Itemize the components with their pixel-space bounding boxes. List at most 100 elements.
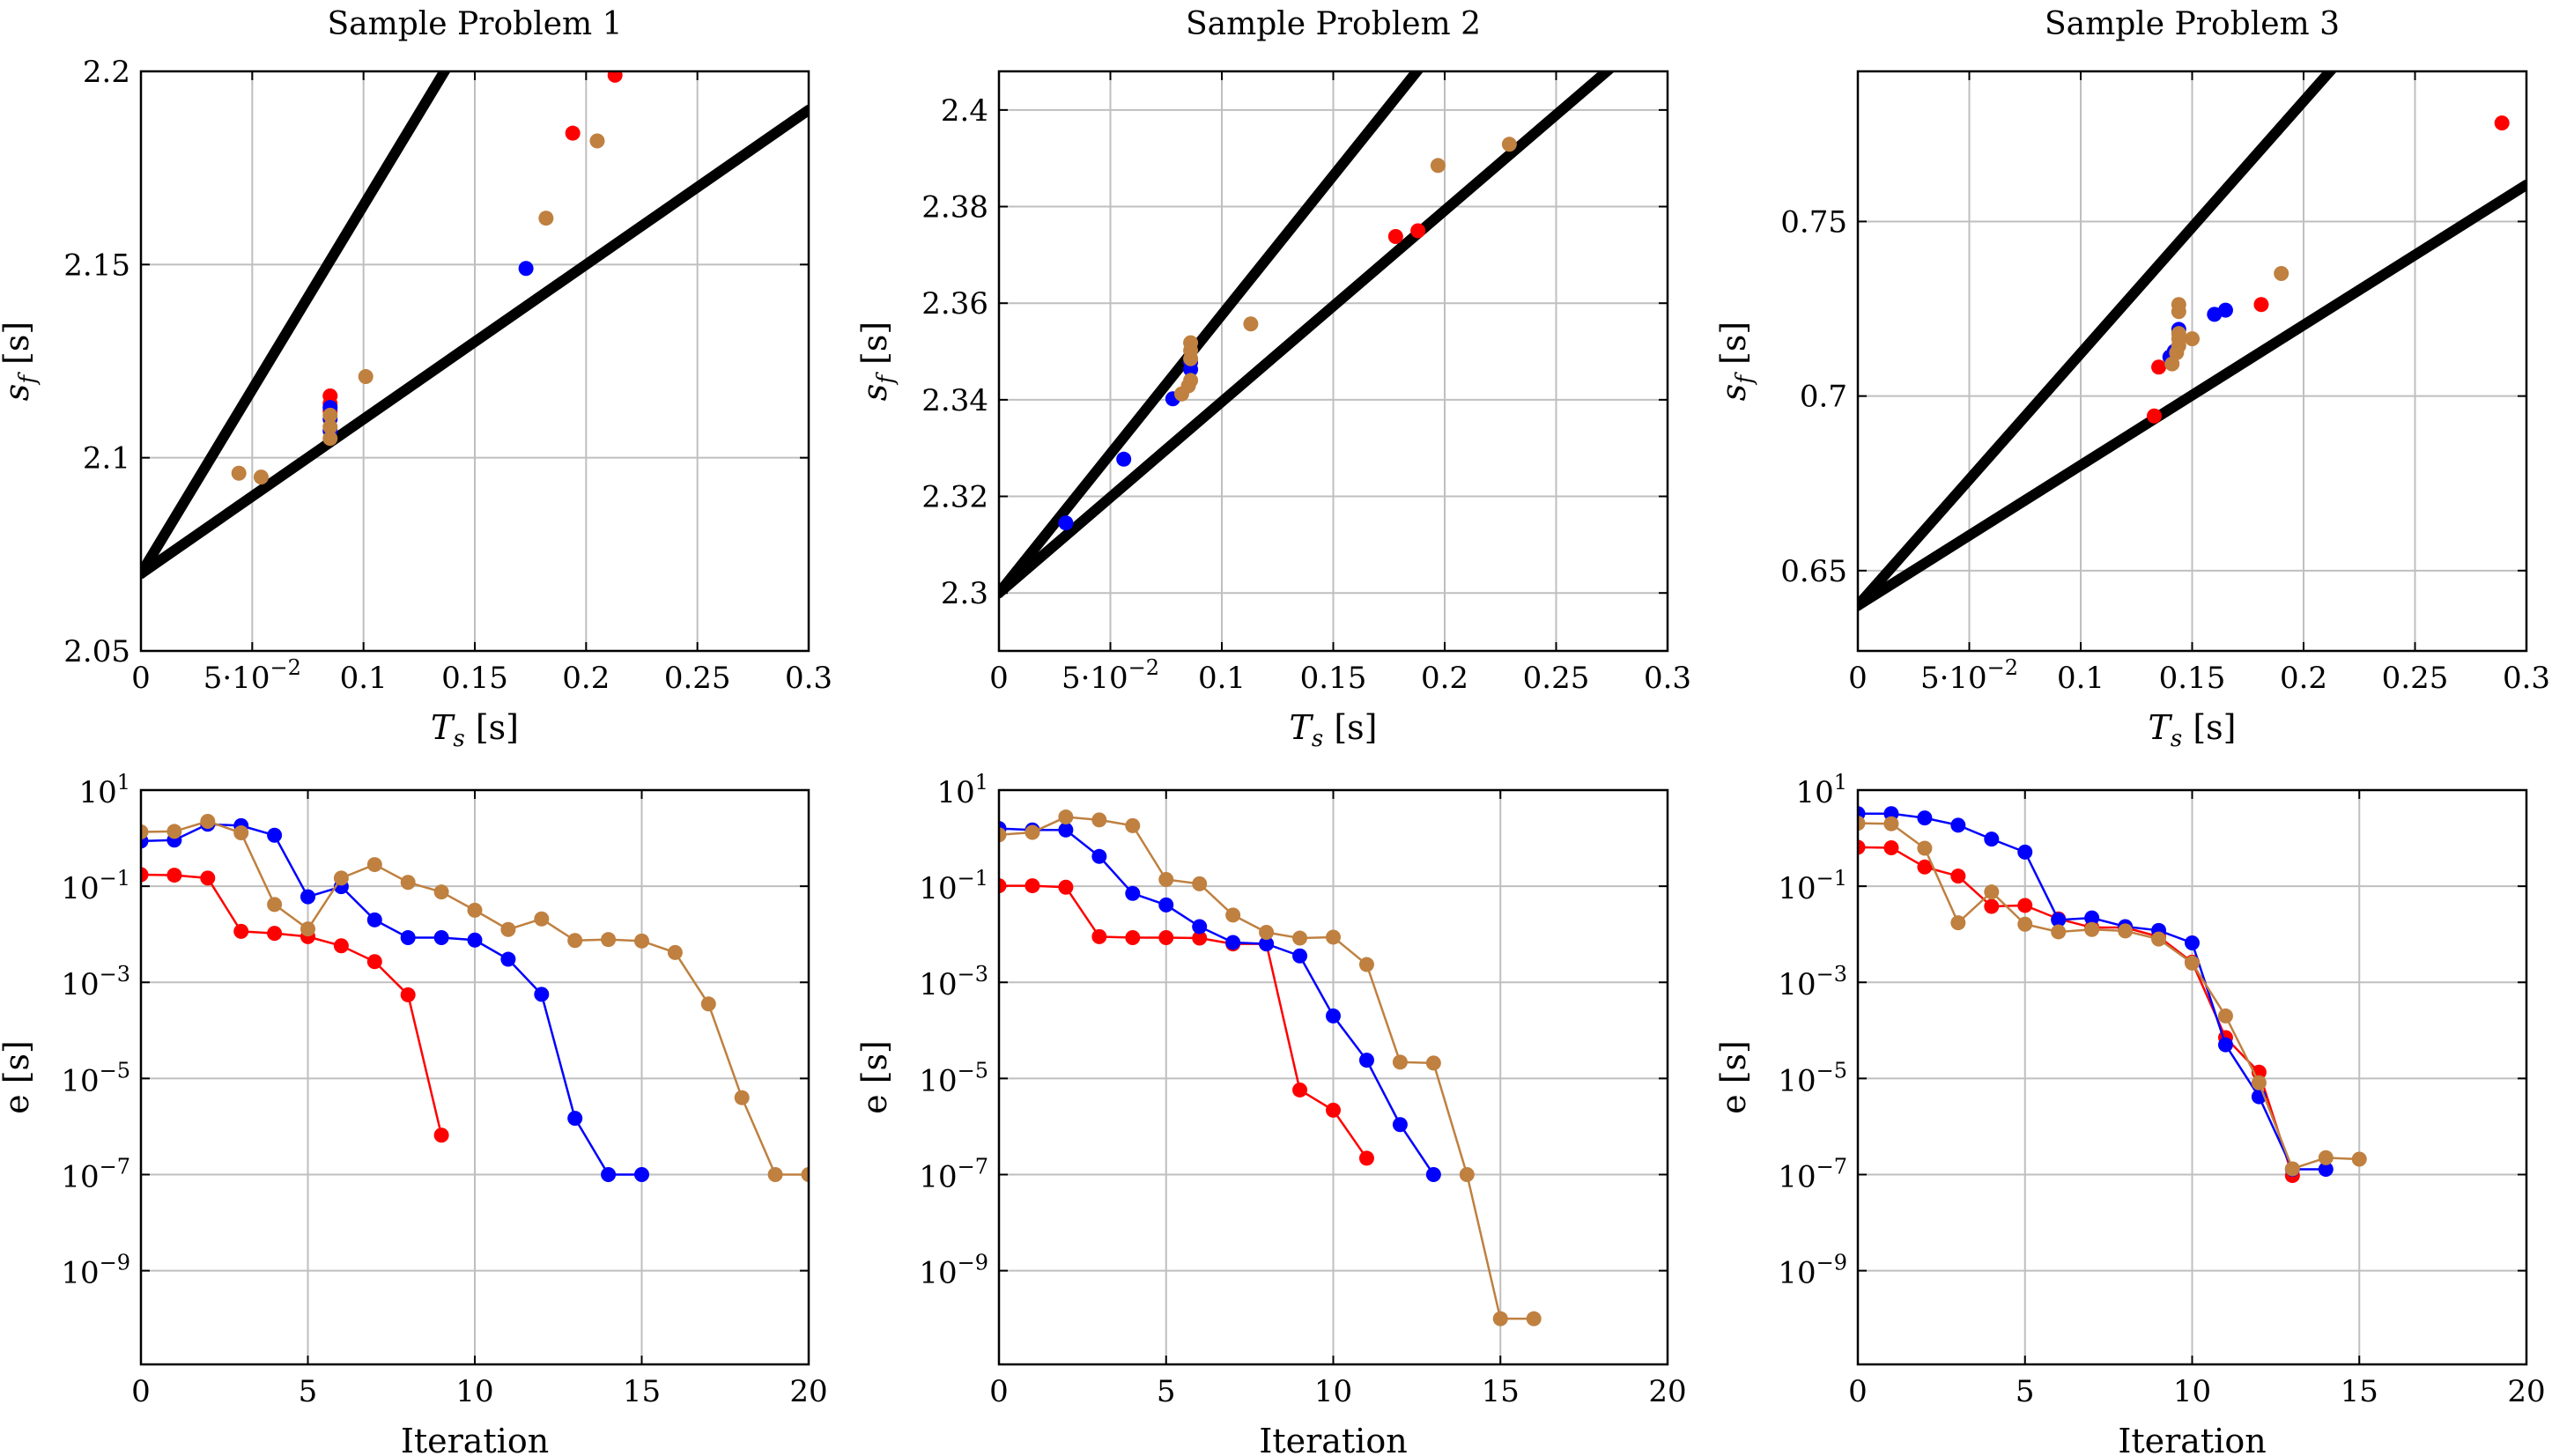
data-point-red <box>1192 930 1208 946</box>
data-point-brown <box>1192 876 1208 891</box>
data-point-brown <box>1858 816 1866 831</box>
bound-line <box>141 71 451 580</box>
data-point-blue <box>366 912 382 928</box>
plot-area <box>141 813 809 1182</box>
data-point-brown <box>166 824 182 839</box>
data-point-blue <box>601 1166 617 1182</box>
data-point-brown <box>1392 1054 1408 1070</box>
p2-convergence-chart: 0 5 10 15 20 101 10−1 10−3 10−5 10−7 10−9 Iteration… <box>855 770 1687 1456</box>
series-line-blue <box>141 823 642 1176</box>
data-point-red <box>400 987 416 1002</box>
y-tick-label: 10−5 <box>919 1058 988 1098</box>
data-point-blue <box>1116 451 1132 467</box>
x-tick-label: 20 <box>789 1374 827 1409</box>
data-point-brown <box>2017 916 2033 932</box>
y-axis-label: sf [s] <box>855 322 899 401</box>
data-point-red <box>200 870 216 886</box>
y-tick-label: 10−5 <box>1778 1058 1847 1098</box>
y-tick-label: 10−1 <box>1778 866 1847 906</box>
data-point-blue <box>1984 831 2000 847</box>
data-point-blue <box>1425 1166 1441 1182</box>
x-tick-label: 0.15 <box>441 661 508 696</box>
data-point-brown <box>2171 297 2186 313</box>
chart-title: Sample Problem 1 <box>327 6 622 42</box>
plot-area <box>1858 71 2526 611</box>
data-point-blue <box>433 930 449 946</box>
y-tick-label: 2.3 <box>941 576 988 611</box>
y-axis-label: e [s] <box>855 1040 894 1114</box>
bound-line <box>1858 71 2337 611</box>
data-point-blue <box>467 932 483 948</box>
data-point-brown <box>358 369 374 385</box>
y-tick-label: 10−5 <box>61 1058 130 1098</box>
data-point-brown <box>1125 817 1141 833</box>
data-point-red <box>333 938 349 954</box>
p3-convergence-chart: 0 5 10 15 20 101 10−1 10−3 10−5 10−7 10−9 Iteration… <box>1714 770 2546 1456</box>
y-tick-label: 2.32 <box>921 480 988 515</box>
plot-area <box>1858 806 2367 1184</box>
data-point-blue <box>2217 302 2233 318</box>
x-tick-label: 0.3 <box>1644 661 1691 696</box>
data-point-brown <box>233 825 249 841</box>
data-point-brown <box>1984 884 2000 900</box>
x-tick-label: 0.1 <box>2057 661 2104 696</box>
data-point-brown <box>366 857 382 873</box>
data-point-brown <box>2051 924 2067 940</box>
y-tick-label: 10−7 <box>919 1154 988 1194</box>
y-tick-label: 2.4 <box>941 93 988 129</box>
data-point-brown <box>1243 316 1259 332</box>
x-tick-label: 5·10−2 <box>203 655 301 696</box>
data-point-red <box>1883 839 1899 855</box>
data-point-blue <box>400 930 416 946</box>
series-line-red <box>999 884 1368 1159</box>
axes-frame <box>997 70 1669 653</box>
data-point-brown <box>2185 331 2200 347</box>
data-point-brown <box>1430 158 1446 174</box>
data-point-brown <box>231 465 247 481</box>
axes-frame <box>139 70 810 653</box>
x-tick-label: 5 <box>1157 1374 1176 1409</box>
data-point-brown <box>1292 930 1308 946</box>
data-point-blue <box>1292 948 1308 964</box>
data-point-blue <box>1192 919 1208 935</box>
data-point-brown <box>767 1166 783 1182</box>
chart-title: Sample Problem 2 <box>1186 6 1481 42</box>
data-point-blue <box>267 827 283 843</box>
data-point-blue <box>1091 848 1107 864</box>
data-point-brown <box>667 944 683 960</box>
data-point-brown <box>333 870 349 886</box>
y-tick-label: 2.34 <box>921 383 988 418</box>
x-tick-label: 0 <box>131 1374 151 1409</box>
x-axis-label: Ts [s] <box>1290 708 1378 752</box>
data-point-brown <box>300 921 315 937</box>
data-point-brown <box>1917 840 1933 856</box>
data-point-brown <box>1183 335 1199 351</box>
y-tick-label: 2.38 <box>921 190 988 225</box>
x-axis-label: Iteration <box>401 1422 549 1456</box>
y-tick-label: 10−7 <box>1778 1154 1847 1194</box>
data-point-blue <box>2084 910 2100 926</box>
series-line-brown <box>999 816 1535 1320</box>
data-point-brown <box>601 932 617 948</box>
y-axis-label: sf [s] <box>0 322 41 401</box>
x-tick-label: 10 <box>455 1374 493 1409</box>
data-point-red <box>2017 898 2033 913</box>
data-point-blue <box>1950 817 1966 833</box>
y-axis-label: e [s] <box>1714 1040 1753 1114</box>
x-tick-label: 0.15 <box>1300 661 1367 696</box>
plot-area <box>999 809 1542 1327</box>
data-point-brown <box>1058 809 1074 825</box>
p1-scatter-chart: 0 5·10−2 0.1 0.15 0.2 0.25 0.3 2.05 2.1 2.15 2.2 Sa… <box>0 6 832 752</box>
plot-area <box>141 71 809 580</box>
data-point-red <box>1125 930 1141 946</box>
data-point-brown <box>1183 373 1199 388</box>
data-point-blue <box>300 889 315 905</box>
data-point-red <box>999 878 1007 894</box>
data-point-red <box>1387 229 1403 245</box>
data-point-brown <box>2171 326 2186 342</box>
data-point-brown <box>1091 812 1107 828</box>
x-tick-label: 0.2 <box>1421 661 1468 696</box>
data-point-red <box>1410 223 1426 239</box>
x-tick-label: 15 <box>1482 1374 1520 1409</box>
